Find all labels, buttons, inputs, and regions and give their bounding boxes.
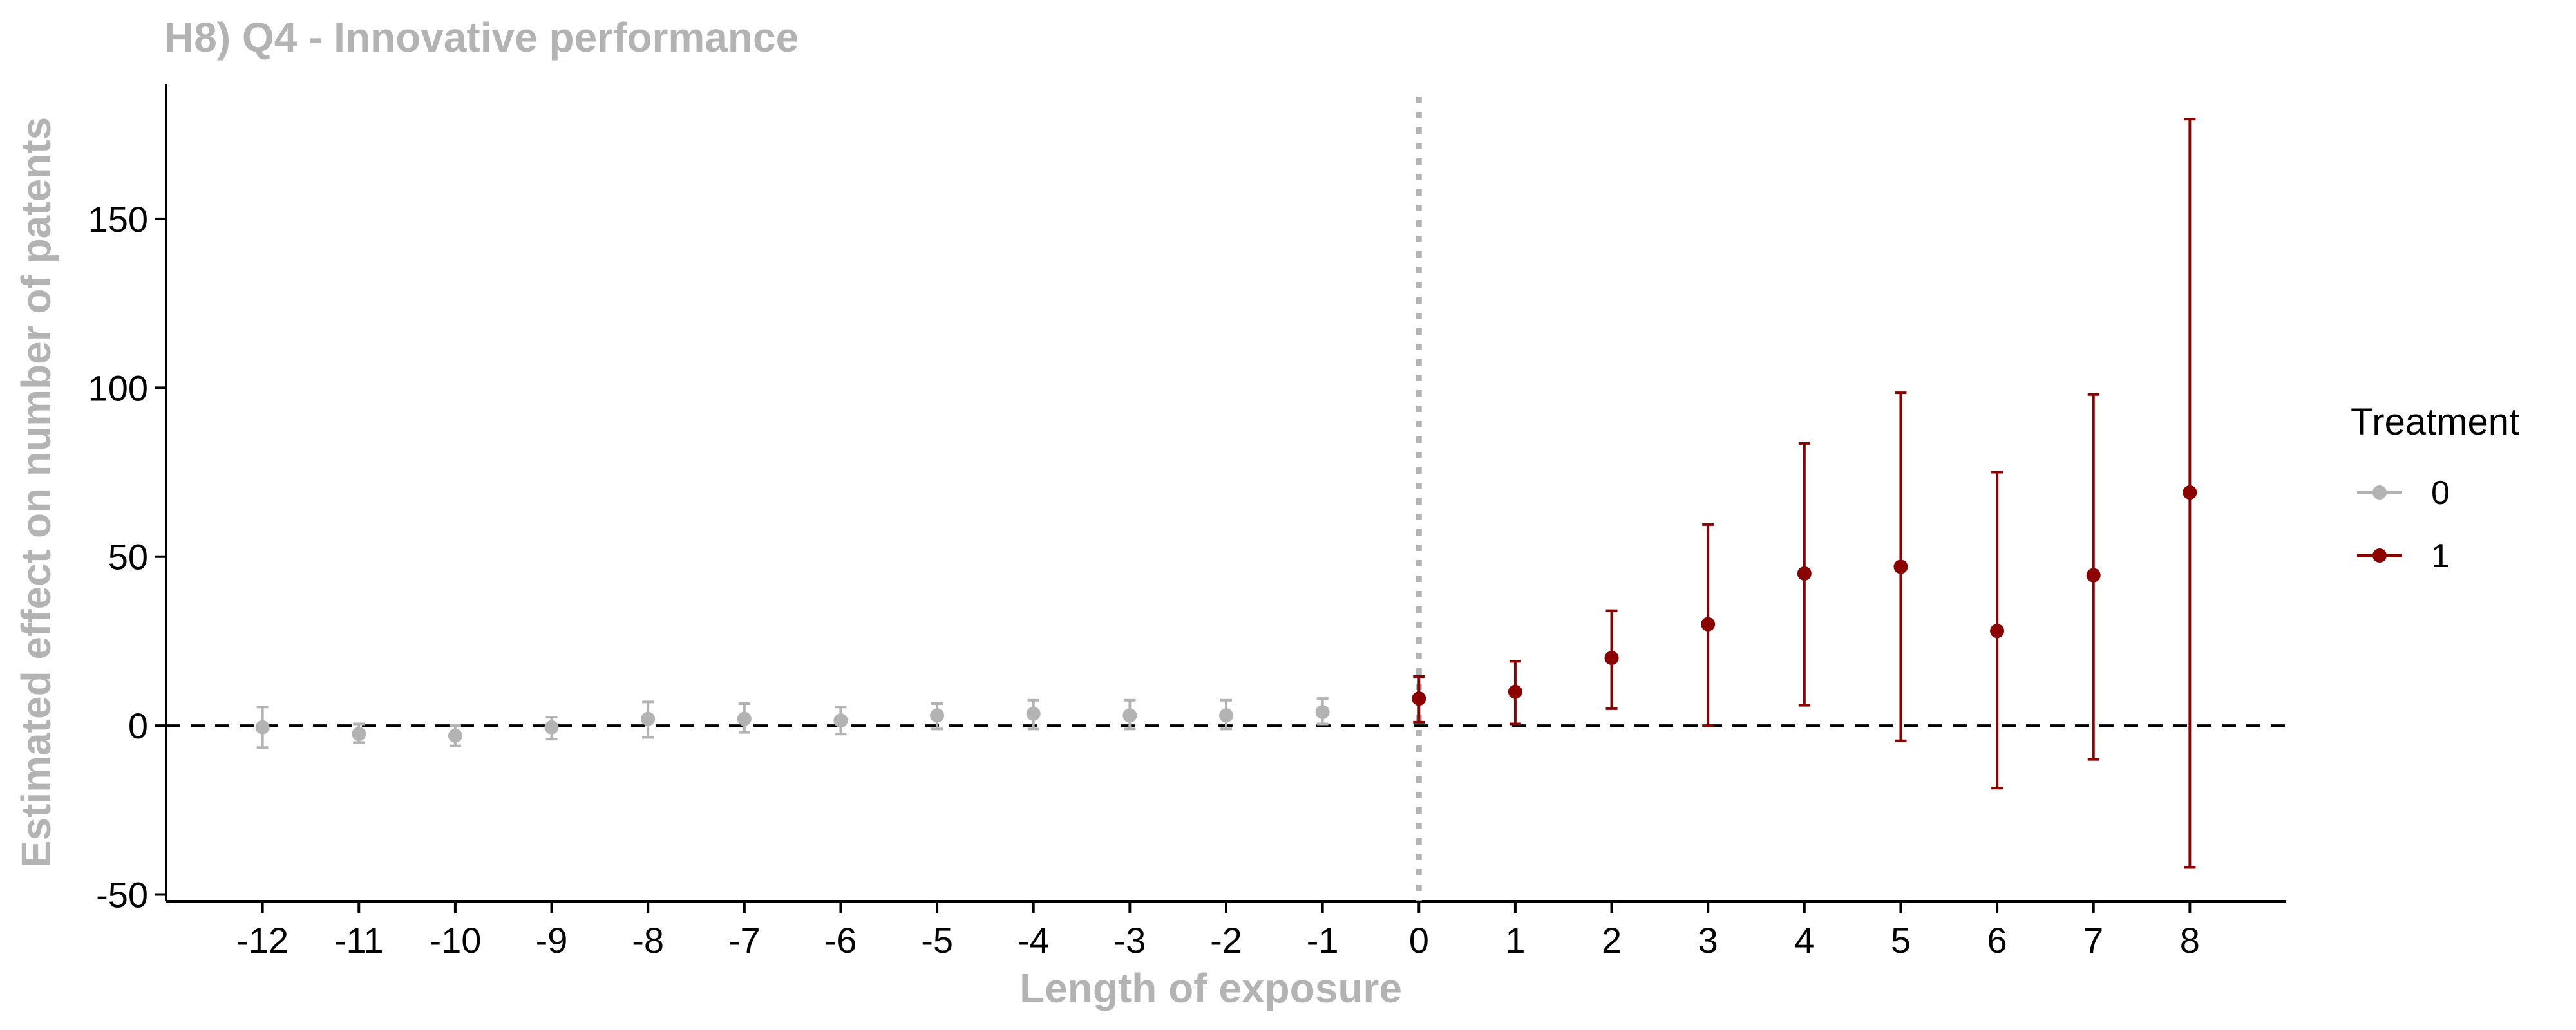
x-tick-label: -12	[236, 920, 289, 960]
x-axis-title: Length of exposure	[1019, 965, 1402, 1011]
data-point	[448, 729, 462, 743]
data-point	[352, 727, 366, 741]
legend-item-0: 0	[2357, 474, 2450, 512]
y-tick-label: 50	[108, 537, 148, 577]
data-point	[737, 712, 752, 726]
x-tick-label: -6	[825, 920, 857, 960]
y-axis-title: Estimated effect on number of patents	[13, 117, 59, 868]
x-tick-label: -11	[334, 920, 384, 960]
data-point	[1508, 685, 1522, 699]
data-point	[930, 708, 944, 722]
x-tick-label: 2	[1602, 920, 1622, 960]
data-point	[256, 720, 270, 735]
x-tick-label: -4	[1018, 920, 1050, 960]
data-point	[833, 713, 848, 727]
data-point	[641, 712, 655, 726]
x-tick-label: -2	[1210, 920, 1242, 960]
data-point	[545, 720, 559, 735]
x-tick-label: 6	[1987, 920, 2007, 960]
y-tick-label: 100	[88, 368, 148, 408]
x-tick-label: -1	[1307, 920, 1339, 960]
y-tick-label: -50	[96, 875, 148, 915]
legend-label-0: 0	[2431, 474, 2450, 512]
x-tick-label: -8	[632, 920, 664, 960]
x-tick-label: -3	[1113, 920, 1146, 960]
legend-item-1: 1	[2357, 538, 2450, 575]
data-point	[1412, 691, 1426, 706]
x-tick-label: -5	[921, 920, 953, 960]
data-point	[1797, 566, 1812, 581]
x-tick-label: 5	[1891, 920, 1911, 960]
x-tick-label: 7	[2083, 920, 2103, 960]
x-tick-label: 1	[1505, 920, 1525, 960]
x-tick-label: -7	[728, 920, 761, 960]
data-point	[1605, 651, 1619, 665]
data-point	[1893, 559, 1908, 574]
data-point	[1027, 707, 1041, 721]
data-point	[1990, 624, 2004, 638]
plot-area: -50050100150-12-11-10-9-8-7-6-5-4-3-2-10…	[88, 84, 2286, 960]
legend: Treatment 0 1	[2351, 401, 2519, 575]
legend-label-1: 1	[2431, 538, 2450, 575]
x-tick-label: -9	[536, 920, 568, 960]
x-tick-label: 3	[1698, 920, 1718, 960]
x-tick-label: 0	[1409, 920, 1429, 960]
x-tick-label: 4	[1794, 920, 1814, 960]
legend-title: Treatment	[2351, 401, 2519, 443]
x-tick-label: -10	[429, 920, 481, 960]
y-tick-label: 0	[128, 706, 148, 746]
data-point	[1122, 708, 1137, 722]
x-tick-label: 8	[2180, 920, 2200, 960]
legend-key-point-0	[2372, 485, 2387, 500]
legend-key-point-1	[2372, 548, 2387, 563]
data-point	[1219, 708, 1233, 722]
data-point	[1701, 617, 1715, 632]
y-tick-label: 150	[88, 199, 148, 239]
data-point	[1316, 705, 1330, 719]
data-point	[2087, 568, 2101, 583]
data-point	[2183, 485, 2197, 500]
chart-title: H8) Q4 - Innovative performance	[164, 14, 799, 61]
